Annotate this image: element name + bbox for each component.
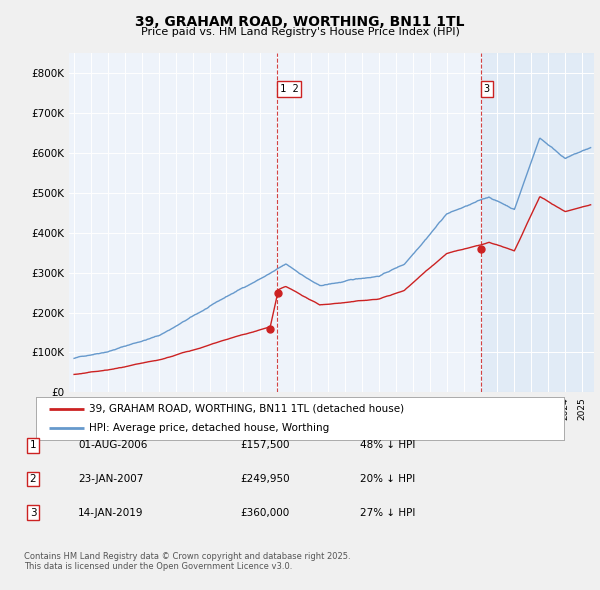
- Text: 1 2: 1 2: [280, 84, 299, 94]
- Text: 3: 3: [484, 84, 490, 94]
- Text: 48% ↓ HPI: 48% ↓ HPI: [360, 441, 415, 450]
- Text: Contains HM Land Registry data © Crown copyright and database right 2025.
This d: Contains HM Land Registry data © Crown c…: [24, 552, 350, 571]
- Text: 39, GRAHAM ROAD, WORTHING, BN11 1TL: 39, GRAHAM ROAD, WORTHING, BN11 1TL: [135, 15, 465, 29]
- Text: £157,500: £157,500: [240, 441, 290, 450]
- Text: 2: 2: [29, 474, 37, 484]
- Text: 01-AUG-2006: 01-AUG-2006: [78, 441, 148, 450]
- Text: HPI: Average price, detached house, Worthing: HPI: Average price, detached house, Wort…: [89, 423, 329, 433]
- Text: 20% ↓ HPI: 20% ↓ HPI: [360, 474, 415, 484]
- Text: 39, GRAHAM ROAD, WORTHING, BN11 1TL (detached house): 39, GRAHAM ROAD, WORTHING, BN11 1TL (det…: [89, 404, 404, 414]
- Text: 27% ↓ HPI: 27% ↓ HPI: [360, 508, 415, 517]
- Text: £360,000: £360,000: [240, 508, 289, 517]
- Text: £249,950: £249,950: [240, 474, 290, 484]
- Text: 14-JAN-2019: 14-JAN-2019: [78, 508, 143, 517]
- Bar: [481, 53, 600, 392]
- Text: 3: 3: [29, 508, 37, 517]
- Text: 1: 1: [29, 441, 37, 450]
- Text: Price paid vs. HM Land Registry's House Price Index (HPI): Price paid vs. HM Land Registry's House …: [140, 27, 460, 37]
- Text: 23-JAN-2007: 23-JAN-2007: [78, 474, 143, 484]
